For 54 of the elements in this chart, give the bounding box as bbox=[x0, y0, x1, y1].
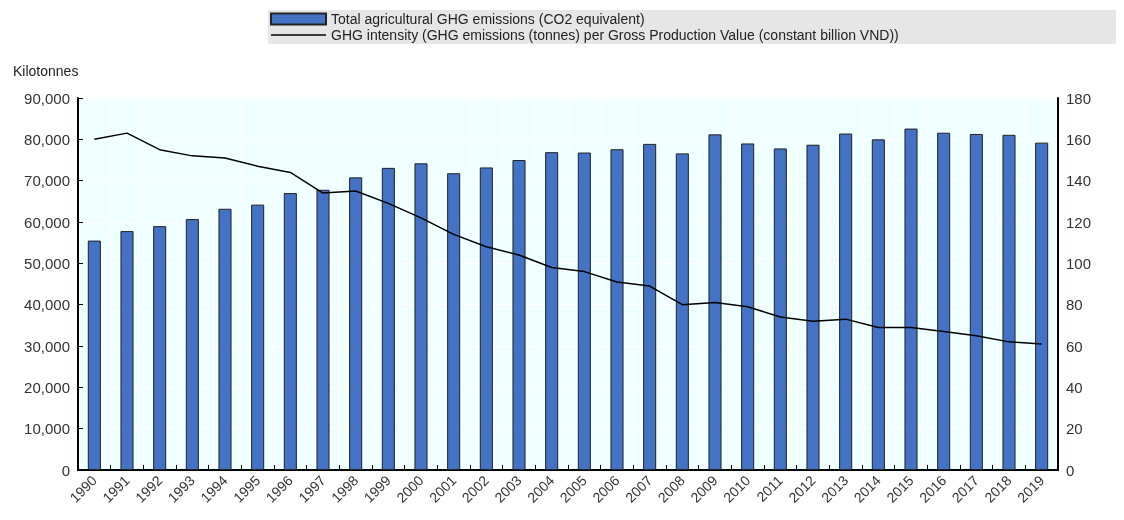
bar bbox=[937, 132, 951, 470]
line-series bbox=[93, 132, 1043, 345]
bar bbox=[512, 160, 526, 470]
y2-tick-label: 100 bbox=[1066, 254, 1092, 272]
y-tick-label: 0 bbox=[61, 461, 70, 479]
bar bbox=[741, 143, 755, 470]
bar bbox=[773, 148, 787, 470]
y-tick-label: 80,000 bbox=[24, 130, 70, 148]
y2-tick-label: 180 bbox=[1066, 89, 1092, 107]
bar bbox=[577, 152, 591, 470]
bar bbox=[643, 143, 657, 470]
y2-tick-label: 0 bbox=[1066, 461, 1075, 479]
y2-tick-label: 60 bbox=[1066, 337, 1083, 355]
bar bbox=[708, 134, 722, 470]
bar bbox=[316, 189, 330, 470]
bar bbox=[675, 153, 689, 470]
y2-tick-label: 120 bbox=[1066, 213, 1092, 231]
bar bbox=[904, 128, 918, 470]
bar bbox=[806, 144, 820, 470]
bar bbox=[871, 139, 885, 470]
y-tick-label: 30,000 bbox=[24, 337, 70, 355]
bar bbox=[969, 133, 983, 470]
bar bbox=[1002, 134, 1016, 470]
y-tick-label: 20,000 bbox=[24, 378, 70, 396]
bar bbox=[381, 167, 395, 470]
y-tick-label: 90,000 bbox=[24, 89, 70, 107]
y-tick-label: 70,000 bbox=[24, 172, 70, 190]
legend-label: GHG intensity (GHG emissions (tonnes) per Gross Production Value (constant billion VND)) bbox=[331, 27, 899, 43]
y2-tick-label: 80 bbox=[1066, 296, 1083, 314]
y2-tick-label: 40 bbox=[1066, 378, 1083, 396]
bar bbox=[839, 133, 853, 470]
bar bbox=[414, 163, 428, 470]
bar bbox=[283, 193, 297, 470]
y-tick-label: 10,000 bbox=[24, 420, 70, 438]
bar bbox=[251, 204, 265, 470]
y2-tick-label: 140 bbox=[1066, 172, 1092, 190]
y-tick-label: 50,000 bbox=[24, 254, 70, 272]
bar bbox=[479, 167, 493, 470]
y-tick-label: 60,000 bbox=[24, 213, 70, 231]
legend-label: Total agricultural GHG emissions (CO2 equivalent) bbox=[331, 11, 645, 27]
bar bbox=[153, 226, 167, 470]
bar bbox=[87, 240, 101, 470]
bar bbox=[545, 152, 559, 470]
bar bbox=[447, 173, 461, 470]
y2-tick-label: 20 bbox=[1066, 420, 1083, 438]
bar bbox=[218, 208, 232, 470]
y-axis-title: Kilotonnes bbox=[13, 63, 79, 79]
y-tick-label: 40,000 bbox=[24, 296, 70, 314]
bar bbox=[185, 219, 199, 470]
y2-tick-label: 160 bbox=[1066, 130, 1092, 148]
bar bbox=[120, 231, 134, 470]
bar bbox=[349, 177, 363, 470]
bar bbox=[1035, 142, 1049, 470]
bar bbox=[610, 149, 624, 470]
